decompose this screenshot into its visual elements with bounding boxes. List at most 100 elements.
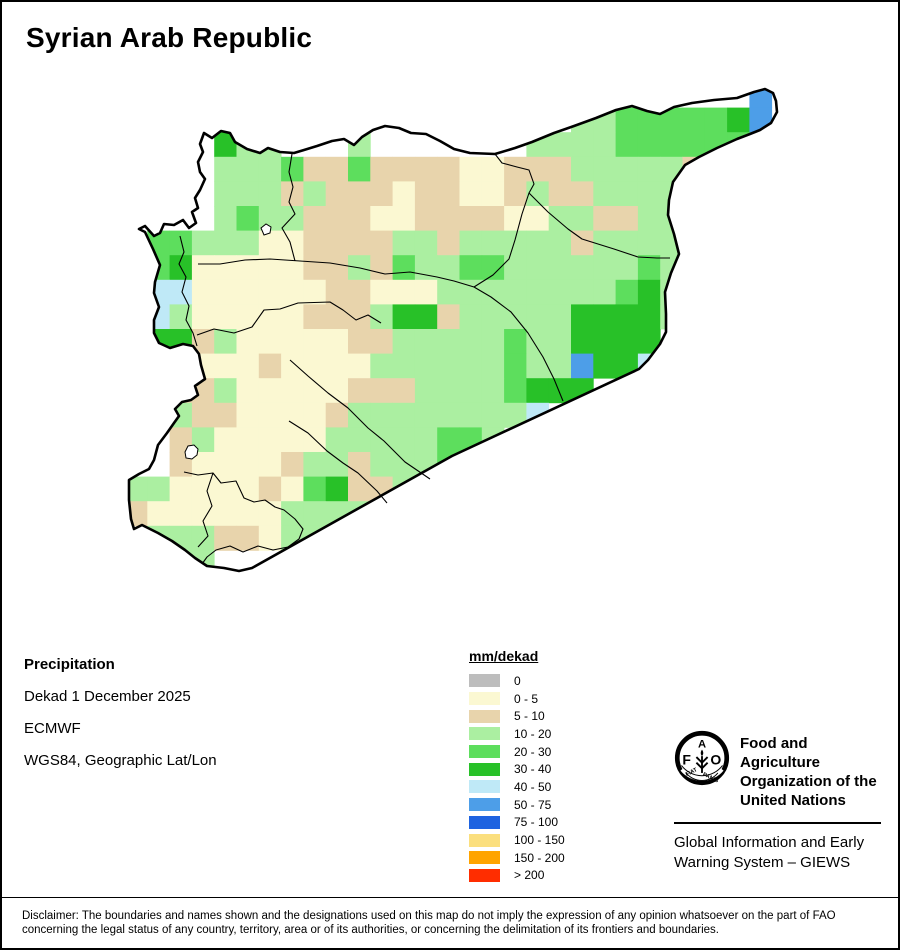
precip-cell	[325, 353, 349, 379]
legend-label: 5 - 10	[514, 709, 545, 724]
precip-cell	[593, 329, 616, 354]
precip-cell	[147, 550, 170, 571]
country-boundary	[127, 87, 779, 573]
fao-name-line3: United Nations	[740, 792, 846, 809]
precip-cell	[459, 156, 483, 182]
precip-cell	[281, 304, 304, 330]
precip-cell	[593, 132, 616, 158]
precip-cell	[727, 107, 750, 133]
page-title: Syrian Arab Republic	[26, 22, 313, 53]
legend-label: 30 - 40	[514, 762, 552, 777]
legend-swatch	[469, 709, 500, 723]
legend-swatch	[469, 833, 500, 847]
precip-cell	[548, 255, 572, 281]
precip-cell	[370, 427, 393, 453]
precip-cell	[303, 255, 327, 281]
precip-cell	[526, 279, 550, 305]
fao-block: F A O FIAT PANIS Food and Agriculture Or…	[674, 730, 884, 873]
precip-cell	[303, 402, 327, 428]
precip-cell	[459, 304, 483, 330]
precip-cell	[236, 279, 260, 305]
precip-cell	[526, 156, 550, 182]
precip-cell	[392, 329, 416, 354]
precip-cell	[392, 304, 416, 330]
precip-cell	[214, 427, 237, 453]
precip-cell	[191, 279, 215, 305]
precip-cell	[281, 378, 304, 404]
precip-cell	[526, 378, 550, 404]
precip-cell	[615, 230, 639, 256]
disclaimer-line1: Disclaimer: The boundaries and names sho…	[22, 910, 836, 922]
legend-label: 150 - 200	[514, 850, 565, 865]
precip-cell	[169, 279, 193, 305]
precip-cell	[593, 255, 616, 281]
precip-cell	[348, 427, 371, 453]
precip-cell	[682, 181, 706, 207]
precip-cell	[370, 255, 393, 281]
precip-cell	[571, 230, 594, 256]
precip-cell	[191, 255, 215, 281]
precip-cell	[169, 304, 193, 330]
precip-cell	[459, 255, 483, 281]
legend-entry: 5 - 10	[469, 707, 565, 725]
precip-cell	[593, 230, 616, 256]
disclaimer: Disclaimer: The boundaries and names sho…	[2, 897, 898, 937]
precip-cell	[571, 206, 594, 231]
precip-cell	[437, 156, 460, 182]
precip-cell	[548, 156, 572, 182]
precip-cell	[370, 230, 393, 256]
precip-cell	[459, 378, 483, 404]
legend-entry: 40 - 50	[469, 778, 565, 796]
precip-cell	[615, 181, 639, 207]
precip-cell	[526, 304, 550, 330]
precip-cell	[325, 329, 349, 354]
legend-entry: 0 - 5	[469, 690, 565, 708]
precip-cell	[169, 329, 193, 354]
precip-cell	[660, 132, 683, 158]
precip-cell	[370, 476, 393, 502]
precip-cell	[548, 206, 572, 231]
precip-cell	[504, 255, 527, 281]
precip-cell	[325, 476, 349, 502]
precip-cell	[504, 353, 527, 379]
precip-cell	[281, 452, 304, 477]
precip-cell	[615, 255, 639, 281]
precip-cell	[593, 181, 616, 207]
precip-cell	[481, 378, 505, 404]
precip-cell	[481, 329, 505, 354]
precip-cell	[615, 132, 639, 158]
legend-label: 20 - 30	[514, 744, 552, 759]
precip-cell	[325, 255, 349, 281]
precip-cell	[392, 402, 416, 428]
precip-cell	[571, 353, 594, 379]
precip-cell	[214, 255, 237, 281]
precip-cell	[481, 230, 505, 256]
precip-cell	[258, 132, 282, 158]
precip-cell	[615, 329, 639, 354]
legend-label: 100 - 150	[514, 833, 565, 848]
precip-cell	[281, 501, 304, 527]
precip-cell	[303, 353, 327, 379]
precip-cell	[236, 181, 260, 207]
precip-cell	[281, 156, 304, 182]
legend-swatch	[469, 727, 500, 741]
legend-entry: 50 - 75	[469, 796, 565, 814]
precip-cell	[236, 378, 260, 404]
precip-cell	[414, 181, 438, 207]
precip-cell	[258, 255, 282, 281]
precip-cell	[548, 353, 572, 379]
precip-cell	[281, 181, 304, 207]
precip-cell	[348, 304, 371, 330]
precip-cell	[325, 525, 349, 551]
precip-cell	[129, 501, 148, 527]
legend-label: 40 - 50	[514, 779, 552, 794]
precip-cell	[548, 279, 572, 305]
legend-label: 50 - 75	[514, 797, 552, 812]
legend-swatch	[469, 798, 500, 812]
precip-cell	[191, 402, 215, 428]
precip-cell	[504, 206, 527, 231]
svg-text:O: O	[710, 752, 721, 768]
precip-cell	[526, 230, 550, 256]
fao-name: Food and Agriculture Organization of the…	[740, 730, 884, 810]
